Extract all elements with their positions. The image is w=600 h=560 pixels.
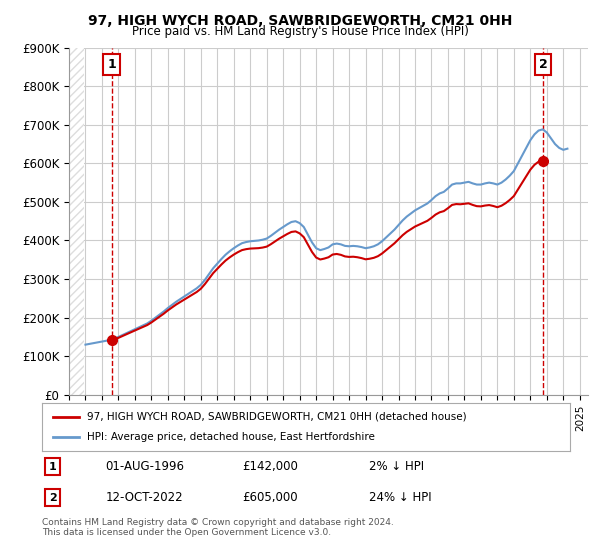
Text: 12-OCT-2022: 12-OCT-2022 (106, 491, 183, 504)
Text: 97, HIGH WYCH ROAD, SAWBRIDGEWORTH, CM21 0HH: 97, HIGH WYCH ROAD, SAWBRIDGEWORTH, CM21… (88, 14, 512, 28)
Text: 2% ↓ HPI: 2% ↓ HPI (370, 460, 424, 473)
Text: £142,000: £142,000 (242, 460, 299, 473)
Text: 1: 1 (49, 461, 56, 472)
Text: 97, HIGH WYCH ROAD, SAWBRIDGEWORTH, CM21 0HH (detached house): 97, HIGH WYCH ROAD, SAWBRIDGEWORTH, CM21… (87, 412, 467, 422)
Text: Price paid vs. HM Land Registry's House Price Index (HPI): Price paid vs. HM Land Registry's House … (131, 25, 469, 38)
Text: Contains HM Land Registry data © Crown copyright and database right 2024.
This d: Contains HM Land Registry data © Crown c… (42, 518, 394, 538)
Text: HPI: Average price, detached house, East Hertfordshire: HPI: Average price, detached house, East… (87, 432, 375, 442)
Text: 01-AUG-1996: 01-AUG-1996 (106, 460, 184, 473)
Text: 1: 1 (107, 58, 116, 71)
Text: £605,000: £605,000 (242, 491, 298, 504)
Text: 2: 2 (49, 493, 56, 503)
Text: 2: 2 (539, 58, 548, 71)
Text: 24% ↓ HPI: 24% ↓ HPI (370, 491, 432, 504)
